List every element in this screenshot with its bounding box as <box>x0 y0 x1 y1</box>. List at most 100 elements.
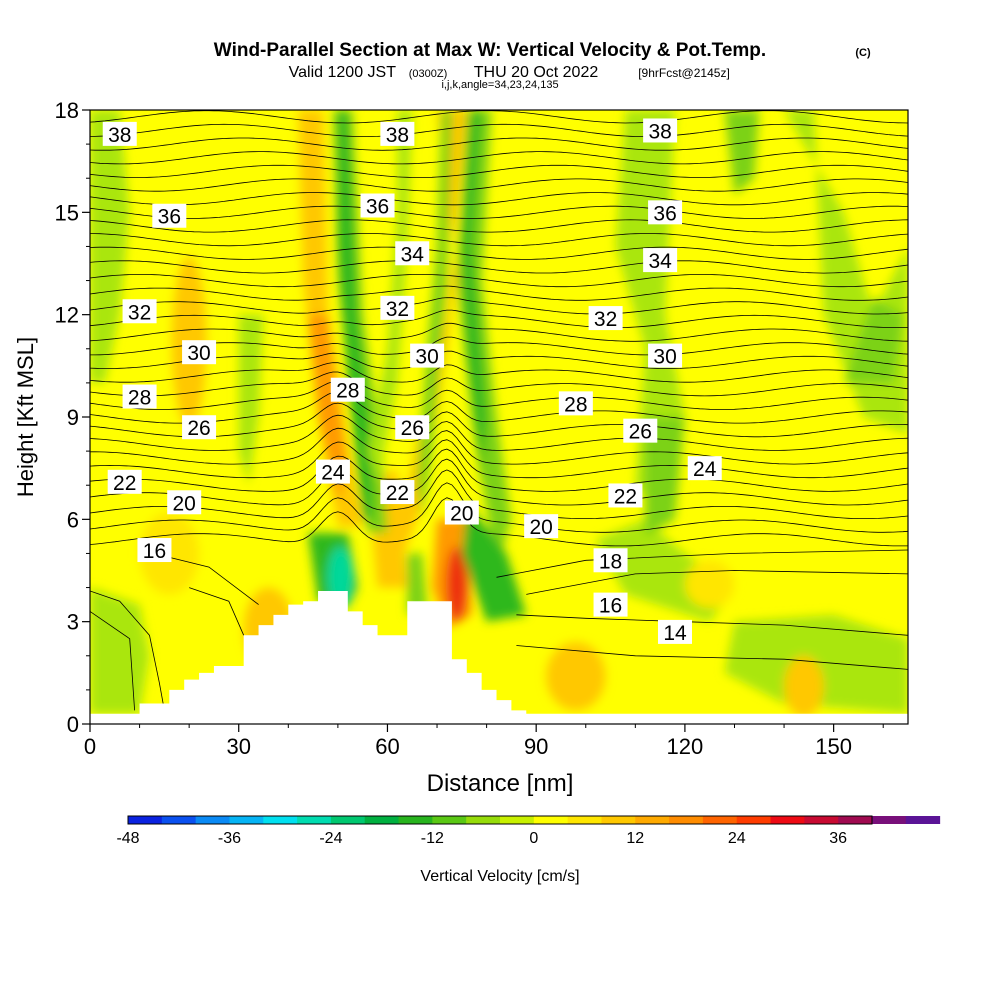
isentrope-line <box>90 274 908 288</box>
isentrope-label-text: 30 <box>187 342 210 365</box>
terrain-mask <box>90 590 908 724</box>
colorbar-swatch <box>330 816 366 824</box>
isentrope-line <box>526 570 908 595</box>
isentrope-label: 26 <box>395 415 430 440</box>
strong-updraft-area <box>308 314 348 503</box>
isentrope-label: 32 <box>588 306 623 331</box>
isentrope-label-box <box>623 418 658 443</box>
isentrope-label: 36 <box>152 203 187 229</box>
isentrope-label-text: 30 <box>653 346 676 369</box>
isentrope-label-text: 24 <box>693 458 717 481</box>
isentrope-label: 20 <box>524 514 559 539</box>
isentrope-label: 38 <box>643 118 678 143</box>
isentrope-label-text: 20 <box>173 492 196 515</box>
y-tick-label: 18 <box>55 98 79 123</box>
y-axis: 0 3 6 9 12 15 18 <box>55 98 90 737</box>
isentrope-label: 24 <box>687 456 722 481</box>
y-tick-label: 0 <box>67 712 79 737</box>
isentrope-line <box>90 469 908 519</box>
colorbar-swatch <box>635 816 670 824</box>
isentrope-label: 16 <box>593 592 628 618</box>
isentrope-label: 16 <box>137 538 172 563</box>
isentrope-label: 18 <box>593 548 628 573</box>
colorbar-swatch <box>364 816 400 824</box>
colorbar-tick-label: 36 <box>829 830 847 847</box>
isentrope-label: 28 <box>122 384 157 410</box>
isentrope-label-box <box>657 619 692 644</box>
isentrope-label-box <box>593 548 628 573</box>
isentrope-label-box <box>107 469 142 494</box>
isentrope-line <box>90 205 908 219</box>
downdraft-area <box>843 297 904 383</box>
isentrope-label-box <box>167 490 202 515</box>
isentrope-line <box>90 402 908 438</box>
isentrope-label: 32 <box>122 299 157 324</box>
x-tick-label: 120 <box>667 734 704 759</box>
isentrope-lines <box>90 110 908 711</box>
isentrope-label-text: 36 <box>653 202 676 225</box>
colorbar-swatch <box>229 816 264 824</box>
grid-indices: i,j,k,angle=34,23,24,135 <box>441 79 558 91</box>
colorbar-swatch <box>702 816 738 824</box>
isentrope-label-box <box>648 200 683 225</box>
forecast-info: [9hrFcst@2145z] <box>638 66 730 80</box>
isentrope-line <box>90 371 908 397</box>
isentrope-label: 32 <box>380 295 415 321</box>
isentrope-label: 14 <box>657 619 692 645</box>
isentrope-label-box <box>380 480 415 505</box>
isentrope-label-box <box>360 193 395 218</box>
isentrope-label: 22 <box>380 480 415 505</box>
isentrope-line <box>90 381 908 410</box>
colorbar-tick-label: 0 <box>529 830 538 847</box>
isentrope-line <box>90 448 908 492</box>
isentrope-label-box <box>593 592 628 617</box>
isentrope-label-text: 38 <box>386 124 409 147</box>
colorbar-swatch <box>533 816 569 824</box>
isentrope-line <box>90 123 908 137</box>
colorbar-tick-label: -24 <box>319 830 342 847</box>
isentrope-line <box>90 391 908 424</box>
colorbar-frame <box>127 815 873 825</box>
strong-downdraft-area <box>461 502 527 622</box>
colorbar-tick-label: 12 <box>626 830 644 847</box>
isentrope-label: 22 <box>107 469 142 495</box>
updraft-area <box>298 110 363 527</box>
isentrope-line <box>90 164 908 178</box>
isentrope-label-box <box>395 241 430 266</box>
valid-zulu: (0300Z) <box>409 68 448 80</box>
colorbar-swatch <box>466 816 501 824</box>
isentrope-line <box>90 336 908 356</box>
isentrope-line <box>90 151 908 165</box>
colorbar-swatch <box>669 816 704 824</box>
colorbar-tick-label: -36 <box>218 830 241 847</box>
chart-title: Wind-Parallel Section at Max W: Vertical… <box>214 40 766 61</box>
isentrope-label-box <box>122 384 157 409</box>
isentrope-label-text: 28 <box>564 393 587 416</box>
colorbar-swatch <box>398 816 433 824</box>
updraft-area <box>546 642 606 711</box>
strong-downdraft-area <box>461 110 487 486</box>
isentrope-line <box>90 611 135 711</box>
isentrope-label: 22 <box>608 483 643 508</box>
x-tick-label: 0 <box>84 734 96 759</box>
isentrope-line <box>90 439 908 479</box>
isentrope-label-box <box>102 121 137 146</box>
isentrope-label-box <box>380 121 415 146</box>
isentrope-labels: 38 38 38 36 36 36 34 34 32 32 32 30 30 30 28 28 28 26 26 26… <box>102 118 722 645</box>
x-axis-label: Distance [nm] <box>427 770 574 797</box>
isentrope-label: 24 <box>315 459 350 485</box>
isentrope-label-text: 28 <box>128 387 151 410</box>
colorbar-tick-label: 24 <box>728 830 746 847</box>
y-tick-label: 3 <box>67 610 79 635</box>
isentrope-label-box <box>315 459 350 484</box>
isentrope-line <box>90 260 908 274</box>
isentrope-line <box>90 137 908 151</box>
isentrope-label-text: 32 <box>128 301 151 324</box>
valid-time-line: Valid 1200 JST (0300Z) THU 20 Oct 2022 [… <box>289 64 730 81</box>
isentrope-label-box <box>648 343 683 368</box>
isentrope-line <box>90 362 908 383</box>
isentrope-label: 20 <box>444 500 479 526</box>
y-tick-label: 6 <box>67 507 79 532</box>
isentrope-label-text: 38 <box>108 124 131 147</box>
isentrope-label-box <box>330 377 365 402</box>
